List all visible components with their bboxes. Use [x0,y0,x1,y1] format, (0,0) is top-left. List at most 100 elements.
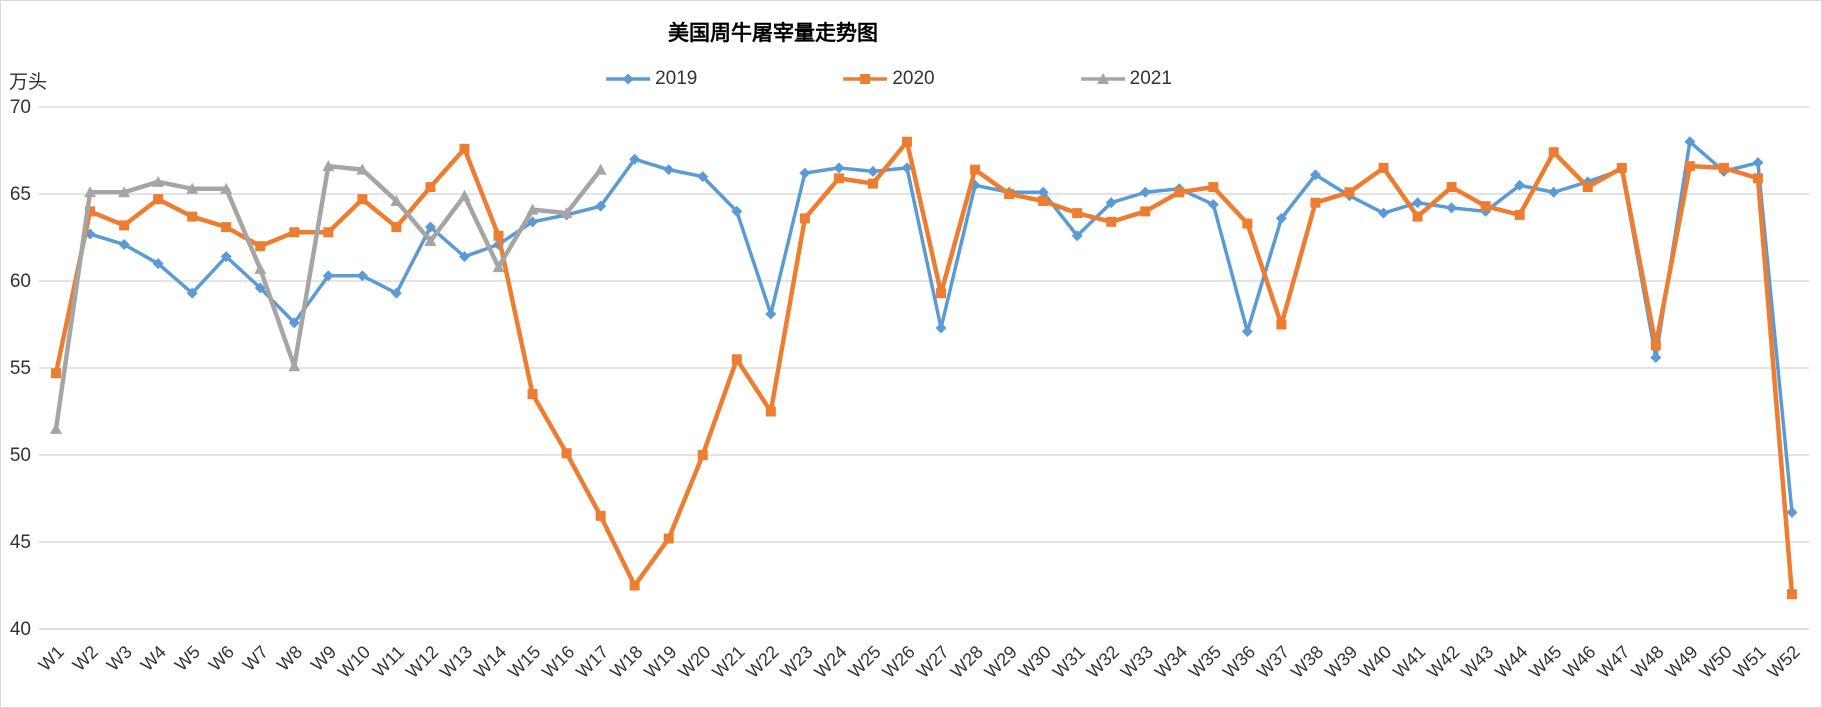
series-2021-line [53,163,603,432]
x-tick-label-W10: W10 [334,642,374,682]
series-2019-marker-W6 [220,251,232,263]
x-tick-label-W13: W13 [436,642,476,682]
x-tick-label-W31: W31 [1049,642,1089,682]
series-2020-marker-W18 [629,580,640,591]
series-2019-marker-W44 [1514,179,1526,191]
series-2020-marker-W48 [1650,340,1661,351]
x-tick-label-W6: W6 [205,642,238,675]
x-tick-label-W29: W29 [981,642,1021,682]
series-2019-marker-W30 [1037,186,1049,198]
series-2021-marker-W2 [84,186,97,198]
series-2020-marker-W12 [425,182,436,193]
x-tick-label-W1: W1 [35,642,68,675]
series-2019-marker-W15 [527,216,539,228]
series-2019-marker-W31 [1071,230,1083,242]
series-2019-marker-W4 [152,258,164,270]
series-2020-marker-W25 [867,178,878,189]
x-tick-label-W30: W30 [1015,642,1055,682]
y-tick-label-60: 60 [10,271,31,292]
x-tick-label-W44: W44 [1491,642,1531,682]
x-tick-label-W15: W15 [504,642,544,682]
series-2020-marker-W8 [289,227,300,238]
series-2019-marker-W10 [356,270,368,282]
x-tick-label-W27: W27 [913,642,953,682]
x-tick-label-W14: W14 [470,642,510,682]
series-2021-marker-W4 [152,175,165,187]
x-tick-label-W18: W18 [606,642,646,682]
series-2021-marker-W6 [220,182,233,194]
legend-label: 2019 [655,68,698,89]
series-2020-marker-W27 [936,288,947,299]
series-2020-marker-W9 [323,227,334,238]
x-tick-label-W40: W40 [1355,642,1395,682]
series-2021-marker-W11 [390,194,403,206]
series-2020-marker-W29 [1004,189,1015,199]
series-2021-marker-W16 [560,207,573,219]
series-2019-marker-W25 [867,165,879,177]
series-2020-marker-W21 [731,354,742,365]
y-tick-label-50: 50 [10,445,31,466]
x-tick-label-W42: W42 [1423,642,1463,682]
y-tick-label-70: 70 [10,97,31,118]
series-2020-marker-W22 [765,406,776,417]
x-tick-label-W51: W51 [1729,642,1769,682]
legend-item-2020: 2020 [843,68,935,90]
y-tick-label-45: 45 [10,532,31,553]
x-tick-label-W39: W39 [1321,642,1361,682]
series-2020-marker-W23 [799,213,810,224]
series-2019-marker-W32 [1105,197,1117,209]
x-tick-label-W20: W20 [674,642,714,682]
series-2020-marker-W45 [1548,147,1559,158]
legend: 2019 2020 2021 [606,68,1172,90]
series-2019-marker-W13 [458,251,470,263]
legend-label: 2021 [1129,68,1172,89]
series-2020-marker-W33 [1140,206,1151,217]
series-2020-marker-W36 [1242,218,1253,229]
series-2020-marker-W43 [1480,201,1491,212]
x-tick-label-W50: W50 [1695,642,1735,682]
series-2019-marker-W38 [1309,169,1321,181]
series-2020-marker-W30 [1038,195,1049,206]
series-2020-marker-W34 [1174,187,1185,198]
series-2019-marker-W35 [1207,198,1219,210]
series-2019-marker-W24 [833,162,845,174]
x-tick-label-W47: W47 [1593,642,1633,682]
x-tick-label-W21: W21 [708,642,748,682]
x-tick-label-W11: W11 [369,642,408,681]
series-2020-marker-W50 [1718,162,1729,173]
x-tick-label-W2: W2 [69,642,102,675]
series-2020-marker-W52 [1786,589,1797,600]
series-2020-marker-W20 [697,450,708,460]
series-2020-marker-W4 [153,194,164,205]
series-2020-marker-W51 [1752,173,1763,184]
series-2019-marker-W7 [254,282,266,294]
series-2021-marker-W15 [526,203,539,215]
series-2019-marker-W21 [731,205,743,217]
series-2019-marker-W37 [1275,212,1287,224]
series-2021-marker-W3 [118,186,131,198]
legend-marker-diamond-icon [606,73,651,85]
series-2020-marker-W28 [970,164,981,175]
series-2020-marker-W26 [901,136,912,147]
series-2019-marker-W26 [901,162,913,174]
x-tick-label-W43: W43 [1457,642,1497,682]
series-2020-marker-W46 [1582,182,1593,193]
x-tick-label-W26: W26 [878,642,918,682]
series-2020-line [53,139,1795,597]
series-2019-marker-W18 [629,153,641,165]
x-tick-label-W23: W23 [776,642,816,682]
series-2020-marker-W47 [1616,162,1627,173]
series-2019-marker-W17 [595,200,607,212]
series-2019-marker-W19 [663,164,675,176]
series-2019-marker-W11 [390,287,402,299]
series-2020-marker-W44 [1514,209,1525,220]
series-2021-marker-W12 [424,234,437,246]
series-2019-marker-W8 [288,317,300,329]
series-2020-marker-W13 [459,143,470,154]
x-tick-label-W36: W36 [1219,642,1259,682]
x-tick-label-W49: W49 [1661,642,1701,682]
x-tick-label-W32: W32 [1083,642,1123,682]
series-2021-marker-W8 [288,360,301,372]
series-2019-marker-W9 [322,270,334,282]
